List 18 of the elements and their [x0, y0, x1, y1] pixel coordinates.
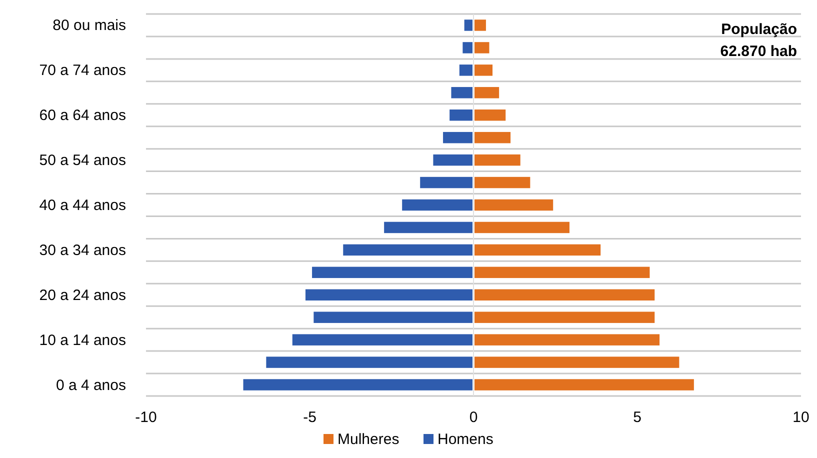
annotation: População — [721, 21, 797, 38]
y-tick-label: 20 a 24 anos — [39, 286, 126, 304]
legend-label: Mulheres — [338, 431, 400, 448]
x-tick-label: -10 — [135, 409, 157, 426]
y-tick-label: 30 a 34 anos — [39, 242, 126, 259]
y-tick-label: 10 a 14 anos — [39, 332, 126, 349]
x-tick-label: 0 — [469, 409, 478, 426]
y-tick-label: 60 a 64 anos — [39, 107, 126, 124]
annotation: 62.870 hab — [720, 43, 797, 60]
y-tick-label: 70 a 74 anos — [39, 62, 126, 80]
y-tick-label: 80 ou mais — [52, 17, 126, 34]
y-tick-label: 40 a 44 anos — [39, 197, 126, 214]
y-tick-label: 0 a 4 anos — [56, 376, 126, 394]
x-tick-label: -5 — [303, 409, 316, 426]
legend-label: Homens — [438, 431, 494, 448]
x-tick-label: 10 — [792, 409, 810, 426]
x-tick-label: 5 — [633, 409, 642, 426]
y-tick-label: 50 a 54 anos — [39, 152, 126, 170]
